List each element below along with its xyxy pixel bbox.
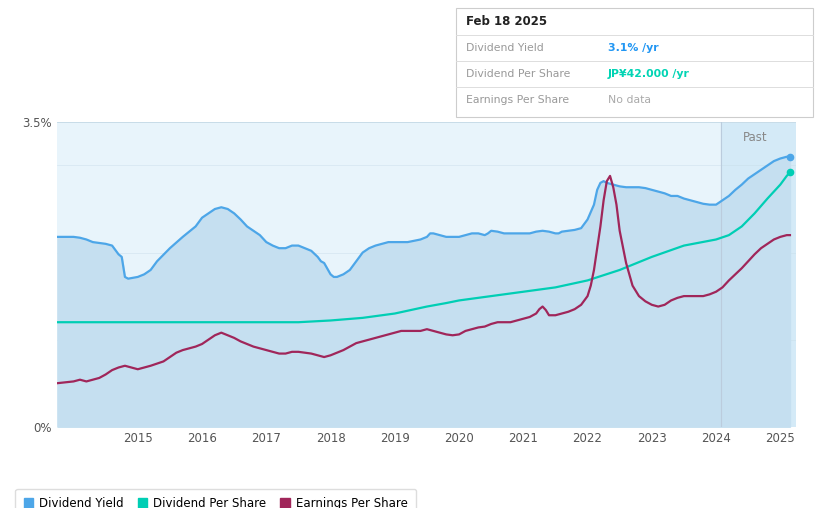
Text: JP¥42.000 /yr: JP¥42.000 /yr	[608, 69, 690, 79]
Text: Dividend Per Share: Dividend Per Share	[466, 69, 570, 79]
Text: Feb 18 2025: Feb 18 2025	[466, 15, 547, 28]
Text: Past: Past	[743, 131, 768, 144]
Text: 3.1% /yr: 3.1% /yr	[608, 43, 658, 53]
Text: Earnings Per Share: Earnings Per Share	[466, 95, 569, 105]
Text: No data: No data	[608, 95, 650, 105]
Text: Dividend Yield: Dividend Yield	[466, 43, 544, 53]
Bar	[721, 122, 796, 427]
Legend: Dividend Yield, Dividend Per Share, Earnings Per Share: Dividend Yield, Dividend Per Share, Earn…	[16, 489, 416, 508]
